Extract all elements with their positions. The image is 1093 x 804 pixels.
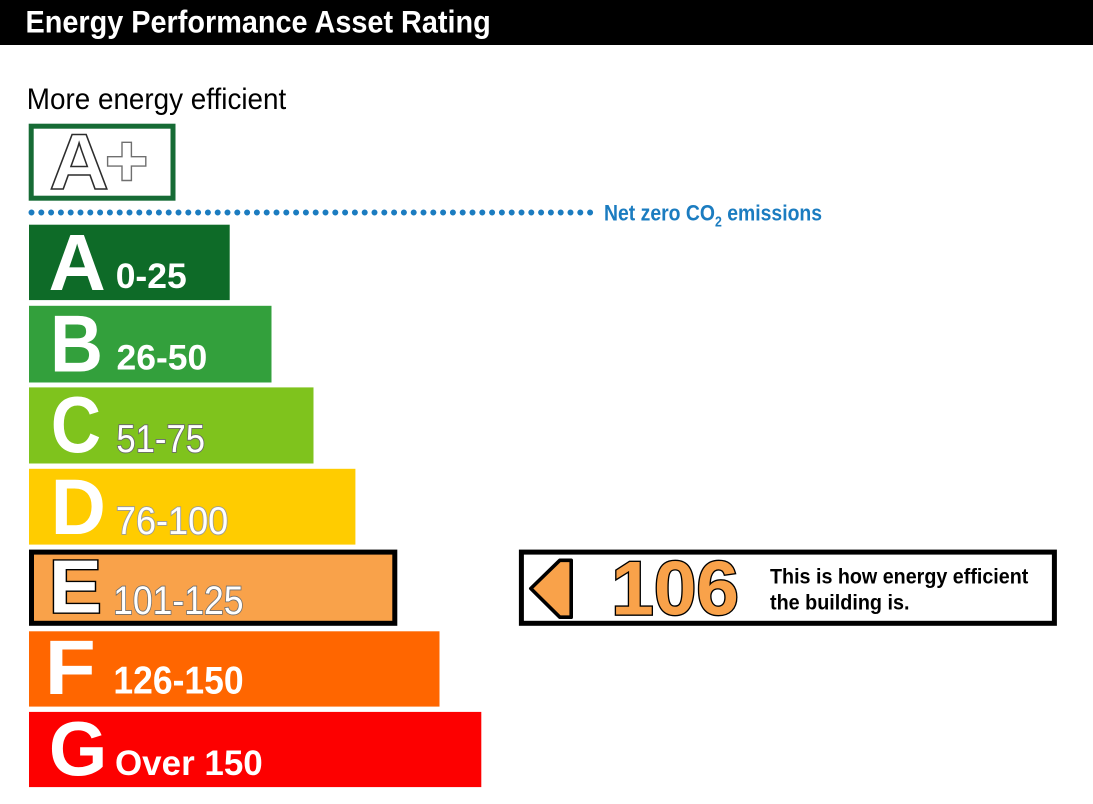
svg-text:B: B (50, 299, 103, 389)
svg-text:126-150: 126-150 (113, 658, 243, 702)
svg-text:C: C (51, 379, 101, 469)
svg-text:0-25: 0-25 (116, 256, 187, 296)
svg-text:26-50: 26-50 (117, 338, 208, 378)
svg-text:Over 150: Over 150 (115, 744, 263, 783)
svg-text:More energy efficient: More energy efficient (27, 83, 286, 116)
svg-text:G: G (49, 706, 107, 792)
svg-text:D: D (51, 464, 106, 551)
svg-text:This is how energy efficient: This is how energy efficient (770, 565, 1028, 589)
svg-text:76-100: 76-100 (116, 499, 228, 542)
svg-text:Net zero CO2 emissions: Net zero CO2 emissions (604, 201, 822, 229)
svg-text:Energy Performance Asset Ratin: Energy Performance Asset Rating (26, 5, 491, 39)
svg-text:101-125: 101-125 (113, 578, 243, 622)
svg-text:106: 106 (611, 547, 739, 632)
svg-text:the building is.: the building is. (770, 591, 909, 615)
svg-text:A: A (49, 218, 106, 307)
svg-text:E: E (49, 545, 102, 629)
svg-text:51-75: 51-75 (116, 417, 205, 460)
svg-text:F: F (45, 624, 96, 710)
svg-text:A: A (49, 117, 109, 206)
